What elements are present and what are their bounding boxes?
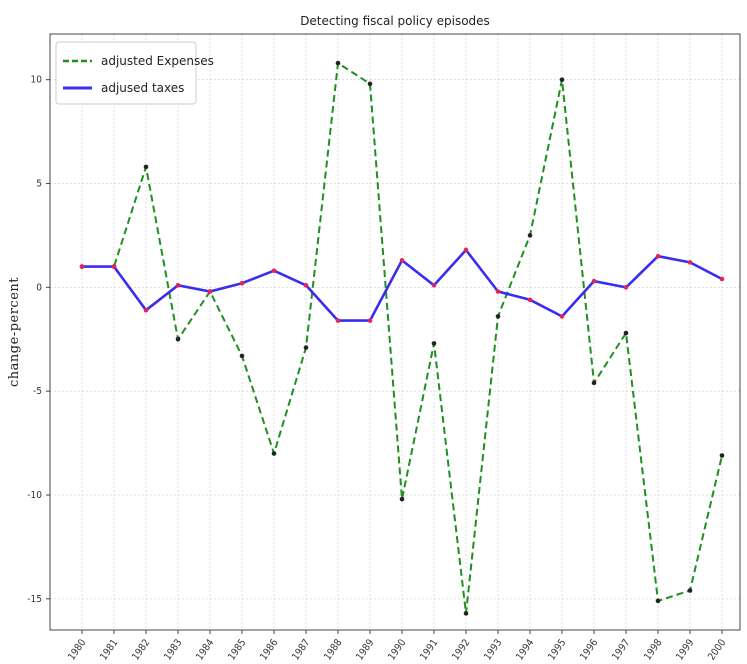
data-point-adjusted-expenses (239, 353, 245, 359)
grid-lines (50, 34, 740, 630)
data-point-adjusted-expenses (143, 164, 149, 170)
y-tick-label: -10 (27, 490, 42, 501)
data-point-adjusted-expenses (463, 611, 469, 616)
x-axis-ticks: 1980 1981 1982 1983 1984 1985 1986 1987 1988 1989… (66, 630, 729, 662)
x-tick-label: 1991 (418, 637, 440, 662)
data-point-adjused-taxes (143, 307, 149, 313)
data-point-adjusted-expenses (399, 496, 405, 502)
data-point-adjused-taxes (463, 247, 469, 253)
data-point-adjused-taxes (111, 264, 117, 269)
data-point-adjusted-expenses (175, 336, 181, 342)
data-point-adjused-taxes (559, 314, 565, 319)
data-point-adjusted-expenses (559, 77, 565, 82)
data-point-adjused-taxes (495, 289, 501, 294)
chart-title: Detecting fiscal policy episodes (300, 14, 490, 28)
data-point-adjusted-expenses (623, 330, 629, 336)
x-tick-label: 1982 (130, 637, 152, 662)
data-point-adjused-taxes (367, 318, 373, 323)
data-point-adjused-taxes (687, 260, 693, 265)
y-axis-ticks: 10 5 0 -5 -10 -15 (27, 75, 50, 605)
x-tick-label: 1997 (610, 637, 632, 662)
series-line-adjusted-expenses (82, 62, 723, 615)
y-tick-label: -5 (33, 386, 42, 397)
data-point-adjusted-expenses (367, 81, 373, 87)
y-tick-label: 5 (36, 179, 42, 190)
x-tick-label: 1995 (546, 637, 568, 662)
x-tick-label: 1988 (322, 637, 344, 662)
y-tick-label: 0 (36, 282, 42, 293)
x-tick-label: 1985 (226, 637, 248, 662)
x-tick-label: 1980 (66, 637, 88, 662)
data-point-adjusted-expenses (655, 598, 661, 604)
data-point-adjusted-expenses (335, 60, 341, 66)
series-layer (79, 60, 725, 616)
x-tick-label: 1983 (162, 637, 184, 662)
data-point-adjused-taxes (431, 282, 437, 288)
x-tick-label: 1992 (450, 637, 472, 662)
x-tick-label: 1987 (290, 637, 312, 662)
data-point-adjusted-expenses (271, 451, 277, 456)
x-tick-label: 1999 (674, 637, 696, 662)
data-point-adjusted-expenses (495, 314, 501, 319)
x-tick-label: 1986 (258, 637, 280, 662)
plot-area (49, 33, 741, 631)
data-point-adjusted-expenses (303, 345, 309, 350)
data-point-adjused-taxes (527, 297, 533, 303)
legend-entry-adjusted-expenses: adjusted Expenses (101, 54, 214, 68)
data-point-adjused-taxes (79, 264, 85, 269)
data-point-adjusted-expenses (591, 380, 597, 386)
data-point-adjused-taxes (591, 278, 597, 284)
x-tick-label: 1993 (482, 637, 504, 662)
data-point-adjused-taxes (239, 280, 245, 286)
x-tick-label: 1981 (98, 637, 120, 662)
data-point-adjusted-expenses (719, 453, 725, 458)
data-point-adjused-taxes (175, 282, 181, 288)
y-axis-label: change-percent (7, 277, 22, 387)
data-point-adjusted-expenses (431, 341, 437, 346)
x-tick-label: 1984 (194, 637, 216, 662)
data-point-adjused-taxes (719, 276, 725, 282)
data-point-adjused-taxes (207, 289, 213, 294)
x-tick-label: 1990 (386, 637, 408, 662)
x-tick-label: 1998 (642, 637, 664, 662)
x-tick-label: 1989 (354, 637, 376, 662)
data-point-adjused-taxes (399, 258, 405, 263)
legend-entry-adjused-taxes: adjused taxes (101, 81, 184, 95)
data-point-adjusted-expenses (687, 588, 693, 593)
y-tick-label: 10 (31, 75, 43, 86)
legend: adjusted Expenses adjused taxes (55, 41, 214, 105)
data-point-adjused-taxes (271, 268, 277, 274)
data-point-adjused-taxes (655, 253, 661, 259)
data-point-adjused-taxes (623, 285, 629, 290)
x-tick-label: 1994 (514, 637, 536, 662)
x-tick-label: 1996 (578, 637, 600, 662)
y-tick-label: -15 (27, 594, 42, 605)
data-point-adjused-taxes (303, 282, 309, 288)
data-point-adjusted-expenses (527, 233, 533, 238)
data-point-adjused-taxes (335, 318, 341, 323)
x-tick-label: 2000 (706, 637, 728, 662)
